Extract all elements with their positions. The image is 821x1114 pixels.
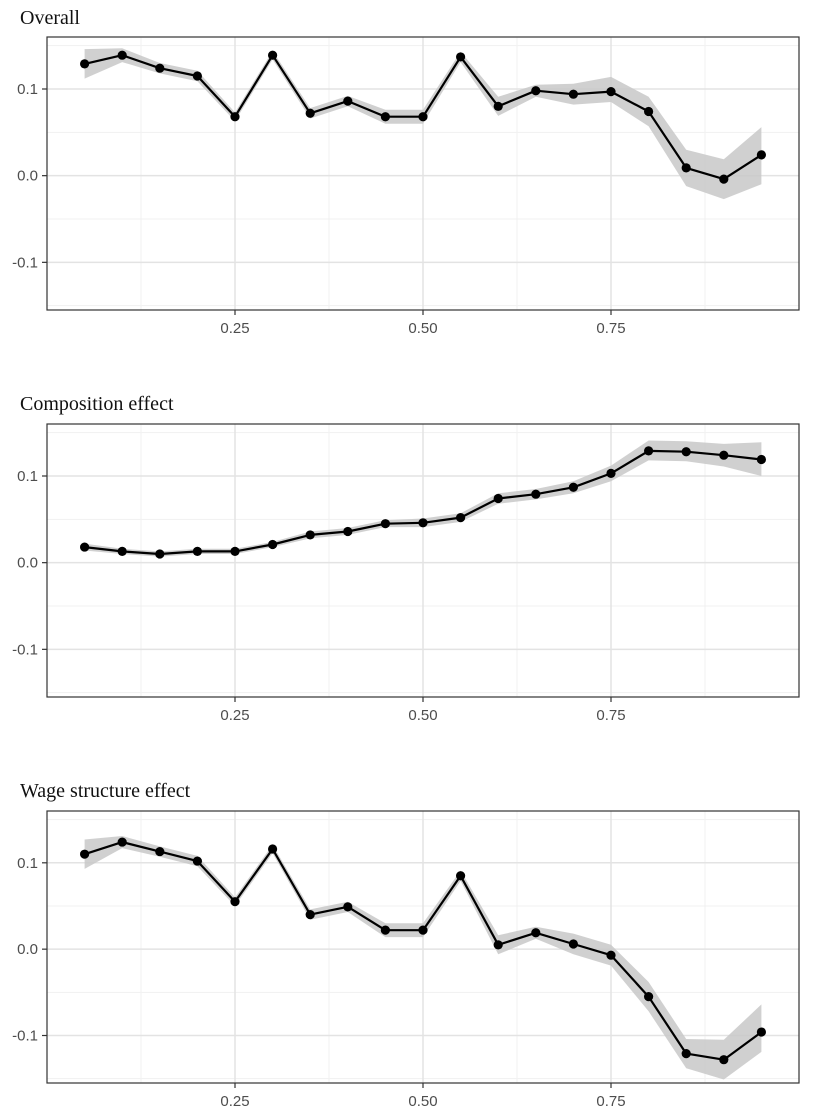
data-point [230,897,240,907]
x-tick-label: 0.75 [596,1093,625,1110]
data-point [719,1055,729,1065]
data-point [568,482,579,492]
y-tick-label: 0.1 [17,81,38,98]
data-point [268,539,278,550]
data-point [531,489,541,499]
data-point [719,174,729,184]
data-point [606,468,616,478]
data-point [155,63,165,73]
data-point [268,50,278,60]
data-point [343,902,353,912]
x-tick-label: 0.25 [220,707,249,724]
panel-title-overall: Overall [20,7,80,29]
x-tick-label: 0.75 [596,707,625,724]
data-point [606,950,616,960]
data-point [456,871,466,881]
data-point [644,446,654,456]
data-point [155,549,165,559]
panel-title-wage-structure-effect: Wage structure effect [20,780,191,802]
data-point [606,87,616,97]
data-point [343,526,353,537]
data-point [493,493,503,504]
panel-title-composition-effect: Composition effect [20,393,174,415]
data-point [80,59,90,69]
data-point [531,86,541,96]
data-point [192,856,202,866]
x-tick-label: 0.25 [220,320,249,337]
data-point [456,513,466,523]
data-point [644,992,654,1002]
y-tick-label: -0.1 [12,254,38,271]
y-tick-label: 0.1 [17,468,38,485]
data-point [493,940,503,950]
data-point [380,519,390,529]
data-point [568,939,579,949]
data-point [268,844,278,854]
data-point [192,71,202,81]
y-tick-label: -0.1 [12,641,38,658]
data-point [719,450,729,460]
data-point [644,106,654,117]
data-point [117,837,127,847]
data-point [681,163,691,173]
data-point [80,849,90,859]
data-point [456,52,466,62]
chart-panel-2: 0.25 0.50 0.75 -0.1 0.0 0.1 [12,810,800,1110]
chart-panel-0: 0.25 0.50 0.75 -0.1 0.0 0.1 [12,36,800,337]
data-point [568,89,579,99]
data-point [418,925,428,935]
chart-panel-1: 0.25 0.50 0.75 -0.1 0.0 0.1 [12,423,800,724]
x-tick-label: 0.50 [408,707,437,724]
data-point [681,447,691,457]
data-point [380,925,390,935]
data-point [681,1049,691,1059]
data-point [418,112,428,122]
data-point [493,101,503,111]
y-tick-label: 0.0 [17,168,38,185]
data-point [756,150,767,160]
x-tick-label: 0.50 [408,1093,437,1110]
y-tick-label: -0.1 [12,1028,38,1045]
y-tick-label: 0.1 [17,855,38,872]
x-tick-label: 0.75 [596,320,625,337]
data-point [418,518,428,528]
y-tick-label: 0.0 [17,941,38,958]
data-point [230,112,240,122]
data-point [305,530,315,540]
x-tick-label: 0.50 [408,320,437,337]
x-tick-label: 0.25 [220,1093,249,1110]
data-point [343,96,353,106]
data-point [155,846,165,857]
data-point [192,546,202,557]
data-point [380,112,390,122]
data-point [80,542,90,552]
y-tick-label: 0.0 [17,555,38,572]
data-point [531,928,541,938]
data-point [305,108,315,118]
data-point [305,910,315,920]
data-point [756,454,767,465]
data-point [756,1027,767,1037]
data-point [230,546,240,557]
data-point [117,50,127,60]
data-point [117,546,127,557]
